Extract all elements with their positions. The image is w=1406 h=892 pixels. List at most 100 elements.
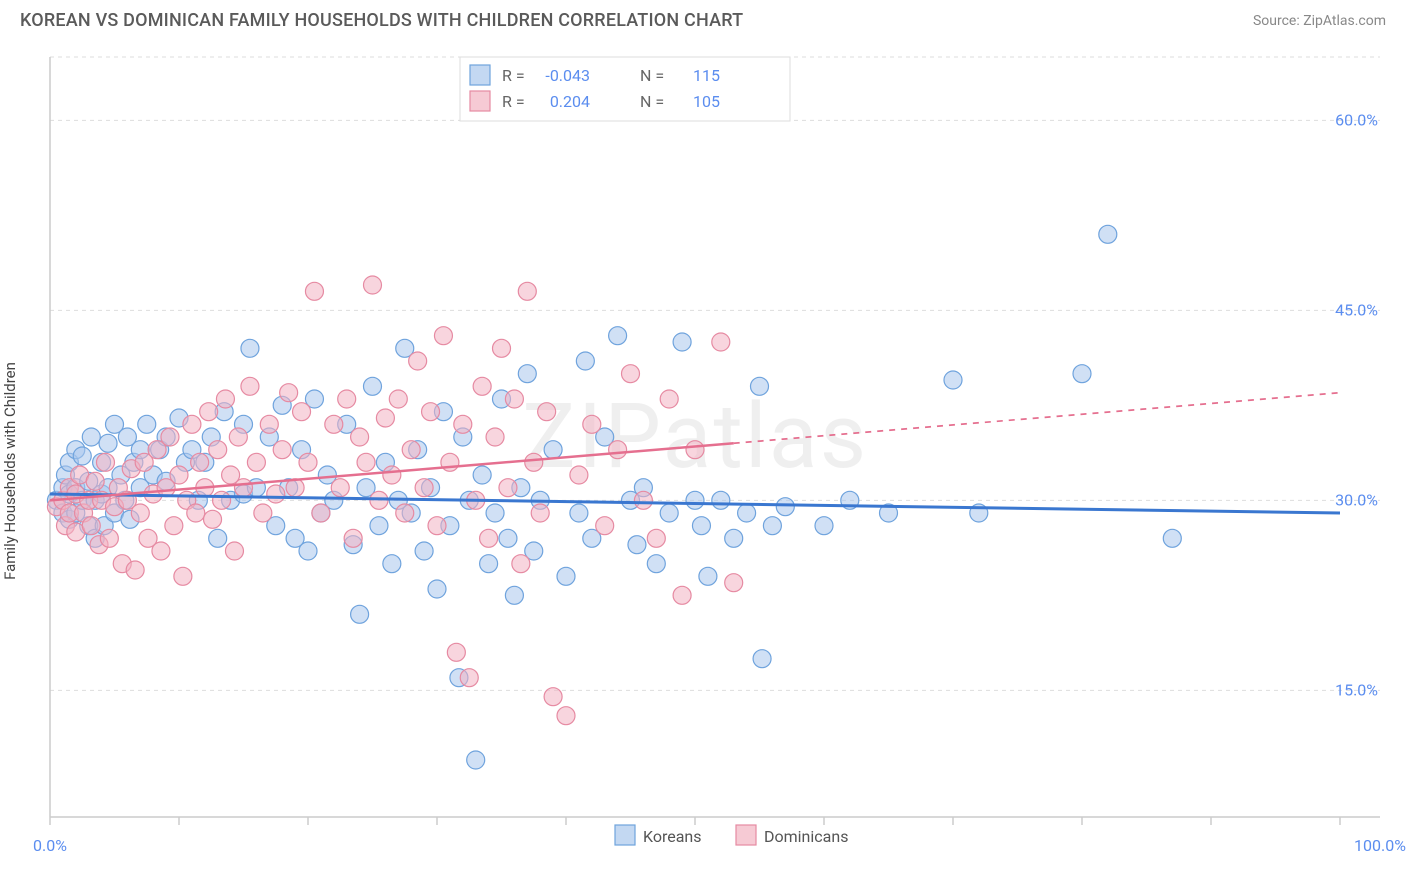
data-point	[241, 377, 259, 395]
data-point	[505, 586, 523, 604]
data-point	[518, 365, 536, 383]
data-point	[364, 276, 382, 294]
data-point	[434, 327, 452, 345]
legend-swatch	[615, 825, 635, 845]
data-point	[428, 517, 446, 535]
data-point	[305, 282, 323, 300]
data-point	[686, 441, 704, 459]
data-point	[183, 415, 201, 433]
data-point	[409, 352, 427, 370]
data-point	[415, 479, 433, 497]
data-point	[486, 428, 504, 446]
data-point	[538, 403, 556, 421]
data-point	[531, 504, 549, 522]
data-point	[299, 542, 317, 560]
data-point	[216, 390, 234, 408]
data-point	[660, 390, 678, 408]
data-point	[699, 567, 717, 585]
data-point	[161, 428, 179, 446]
data-point	[753, 650, 771, 668]
data-point	[351, 428, 369, 446]
legend-swatch	[470, 91, 490, 111]
data-point	[273, 441, 291, 459]
data-point	[499, 529, 517, 547]
data-point	[776, 498, 794, 516]
data-point	[647, 555, 665, 573]
legend-label: Dominicans	[764, 827, 848, 846]
data-point	[583, 415, 601, 433]
correlation-scatter-chart: 0.0%100.0%15.0%30.0%45.0%60.0%ZIPatlasR …	[0, 37, 1406, 887]
data-point	[660, 504, 678, 522]
legend-swatch	[736, 825, 756, 845]
data-point	[505, 390, 523, 408]
data-point	[576, 352, 594, 370]
data-point	[213, 491, 231, 509]
data-point	[712, 491, 730, 509]
data-point	[187, 504, 205, 522]
y-tick-label: 15.0%	[1335, 680, 1378, 699]
chart-title: KOREAN VS DOMINICAN FAMILY HOUSEHOLDS WI…	[20, 10, 743, 31]
data-point	[544, 441, 562, 459]
data-point	[99, 434, 117, 452]
data-point	[738, 504, 756, 522]
stats-legend: R =-0.043N =115R =0.204N =105	[460, 57, 790, 121]
data-point	[267, 485, 285, 503]
y-axis-label: Family Households with Children	[1, 362, 19, 580]
data-point	[622, 365, 640, 383]
chart-wrapper: Family Households with Children 0.0%100.…	[0, 37, 1406, 887]
data-point	[82, 517, 100, 535]
data-point	[525, 453, 543, 471]
data-point	[422, 403, 440, 421]
data-point	[204, 510, 222, 528]
data-point	[126, 561, 144, 579]
legend-swatch	[470, 65, 490, 85]
source-label: Source: ZipAtlas.com	[1253, 13, 1386, 29]
data-point	[454, 415, 472, 433]
data-point	[235, 479, 253, 497]
data-point	[1073, 365, 1091, 383]
title-bar: KOREAN VS DOMINICAN FAMILY HOUSEHOLDS WI…	[0, 0, 1406, 37]
data-point	[200, 403, 218, 421]
data-point	[596, 517, 614, 535]
data-point	[499, 479, 517, 497]
data-point	[686, 491, 704, 509]
data-point	[293, 403, 311, 421]
data-point	[174, 567, 192, 585]
data-point	[486, 504, 504, 522]
data-point	[260, 415, 278, 433]
data-point	[570, 504, 588, 522]
data-point	[209, 441, 227, 459]
legend-n-label: N =	[640, 92, 664, 111]
legend-r-value: -0.043	[545, 66, 590, 85]
data-point	[460, 669, 478, 687]
data-point	[473, 466, 491, 484]
legend-n-label: N =	[640, 66, 664, 85]
data-point	[518, 282, 536, 300]
data-point	[280, 384, 298, 402]
data-point	[609, 327, 627, 345]
data-point	[493, 339, 511, 357]
data-point	[312, 504, 330, 522]
data-point	[480, 529, 498, 547]
data-point	[712, 333, 730, 351]
data-point	[82, 428, 100, 446]
data-point	[338, 390, 356, 408]
data-point	[241, 339, 259, 357]
data-point	[73, 447, 91, 465]
data-point	[634, 491, 652, 509]
bottom-legend: KoreansDominicans	[615, 825, 848, 846]
data-point	[673, 586, 691, 604]
data-point	[138, 415, 156, 433]
data-point	[86, 472, 104, 490]
data-point	[351, 605, 369, 623]
data-point	[725, 529, 743, 547]
data-point	[191, 453, 209, 471]
data-point	[357, 453, 375, 471]
data-point	[364, 377, 382, 395]
data-point	[467, 751, 485, 769]
data-point	[570, 466, 588, 484]
data-point	[370, 517, 388, 535]
data-point	[299, 453, 317, 471]
data-point	[692, 517, 710, 535]
data-point	[344, 529, 362, 547]
